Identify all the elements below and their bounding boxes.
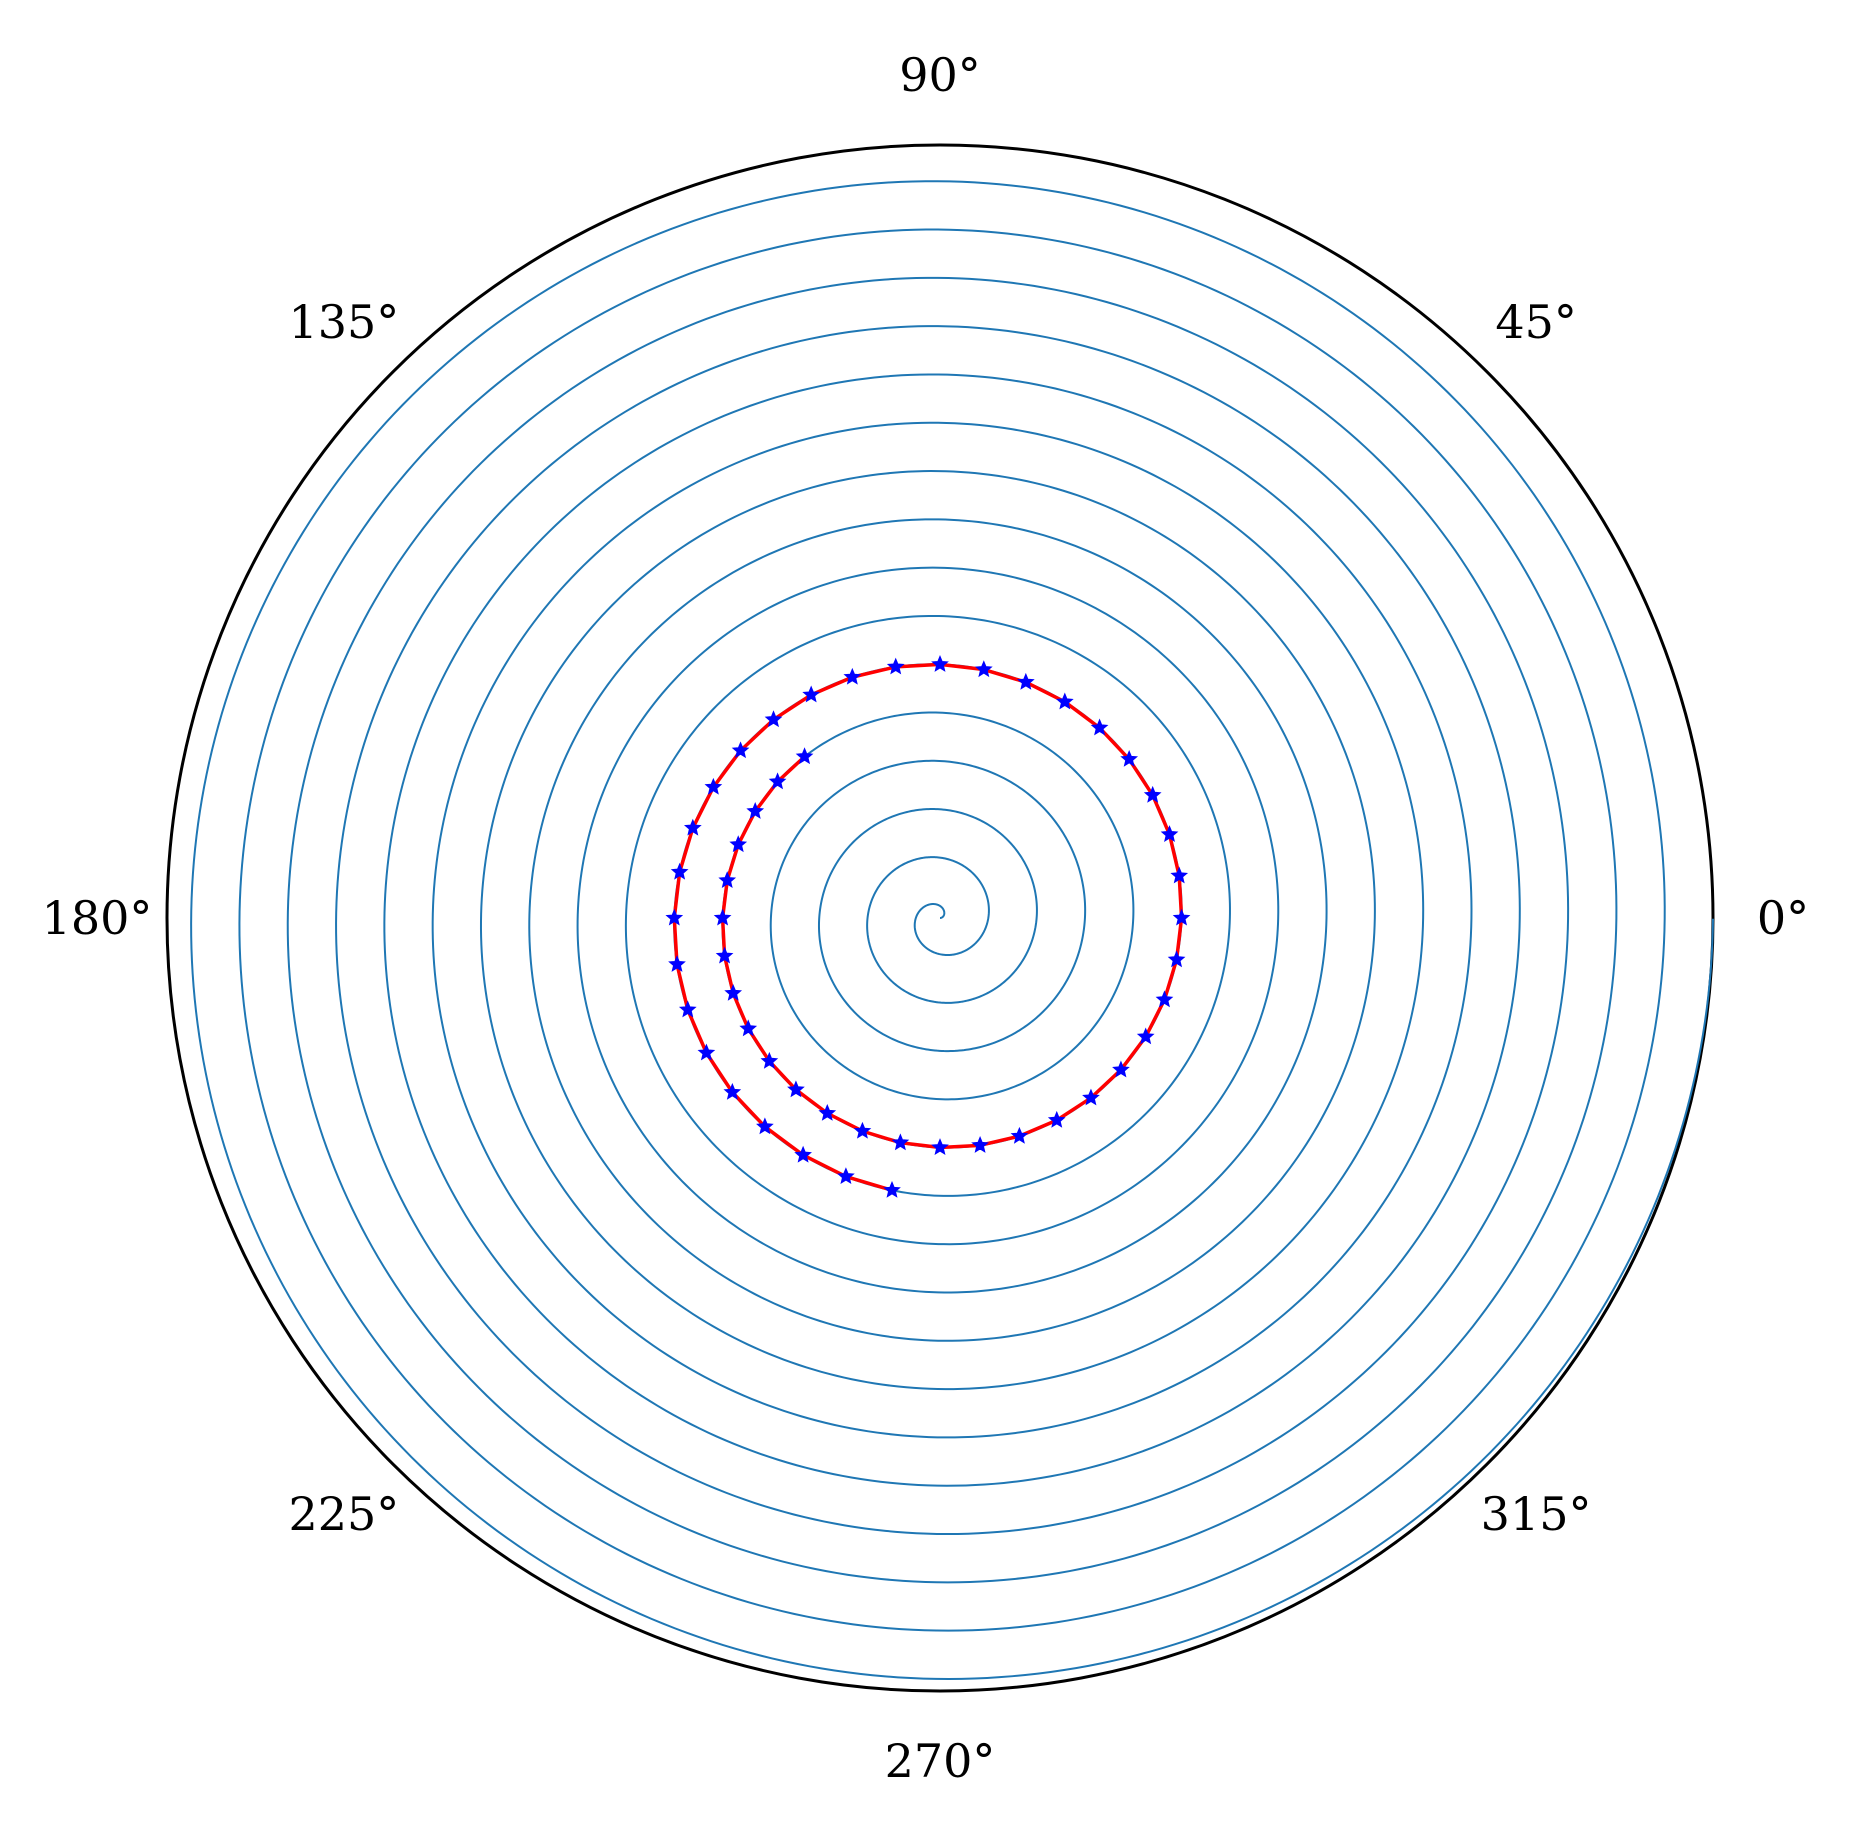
star-marker-point [1155,990,1174,1008]
plot-area [165,143,1715,1693]
star-marker-point [1167,950,1186,968]
star-marker-point [931,655,949,672]
star-marker-point [1010,1126,1029,1144]
star-marker-point [787,1080,805,1098]
star-marker-point [1143,785,1162,803]
star-marker-point [768,772,787,790]
star-marker-point [886,657,905,675]
star-marker-point [802,685,821,703]
star-marker-point [760,1051,779,1069]
star-marker-point [1172,908,1191,926]
star-marker-point [1160,825,1179,842]
star-marker-point [1047,1110,1066,1128]
star-marker-point [1082,1088,1100,1106]
star-marker-point [756,1117,774,1135]
star-marker-point [731,741,750,759]
star-marker-point [668,955,686,972]
star-marker-point [1170,866,1189,884]
star-marker-point [974,660,993,678]
angle-tick-labels: 0° 45° 90° 135° 180° 225° 270° 315° [42,48,1810,1788]
star-marker-point [723,1082,742,1100]
star-marker-point [764,710,783,728]
theta-tick-label: 0° [1757,891,1809,945]
star-marker-point [670,862,689,880]
star-marker-point [1055,692,1074,710]
star-marker-point [683,818,702,836]
spiral-series-line [190,180,1714,1680]
sampled-series-line [672,662,1184,1192]
star-marker-point [715,946,734,964]
star-marker-point [971,1136,989,1153]
star-marker-point [724,983,743,1001]
star-marker-point [665,908,684,926]
theta-tick-label: 315° [1481,1487,1592,1541]
star-marker-point [697,1043,716,1061]
star-marker-point [931,1138,949,1156]
star-marker-point [794,1145,812,1163]
star-marker-point [853,1121,872,1139]
theta-tick-label: 225° [289,1487,400,1541]
star-marker-point [704,777,723,795]
theta-tick-label: 180° [42,891,153,945]
star-marker-point [795,747,814,765]
star-marker-point [718,871,737,889]
star-marker-point [1016,672,1035,690]
star-marker-point [713,908,732,926]
star-marker-point [883,1180,901,1198]
star-marker-point [678,1000,697,1018]
polar-frame [165,143,1715,1693]
star-marker-point [739,1019,758,1037]
star-marker-point [746,802,765,819]
star-marker-point [837,1167,855,1185]
star-marker-point [729,835,748,853]
theta-tick-label: 45° [1495,295,1577,349]
theta-tick-label: 135° [289,295,400,349]
star-marker-point [1136,1027,1155,1045]
star-marker-point [1090,718,1109,736]
star-marker-point [1112,1060,1130,1078]
theta-tick-label: 270° [885,1734,996,1788]
star-marker-point [891,1133,910,1151]
theta-tick-label: 90° [899,48,981,102]
star-marker-point [1120,749,1139,767]
star-marker-point [843,667,862,685]
star-marker-point [818,1103,837,1121]
